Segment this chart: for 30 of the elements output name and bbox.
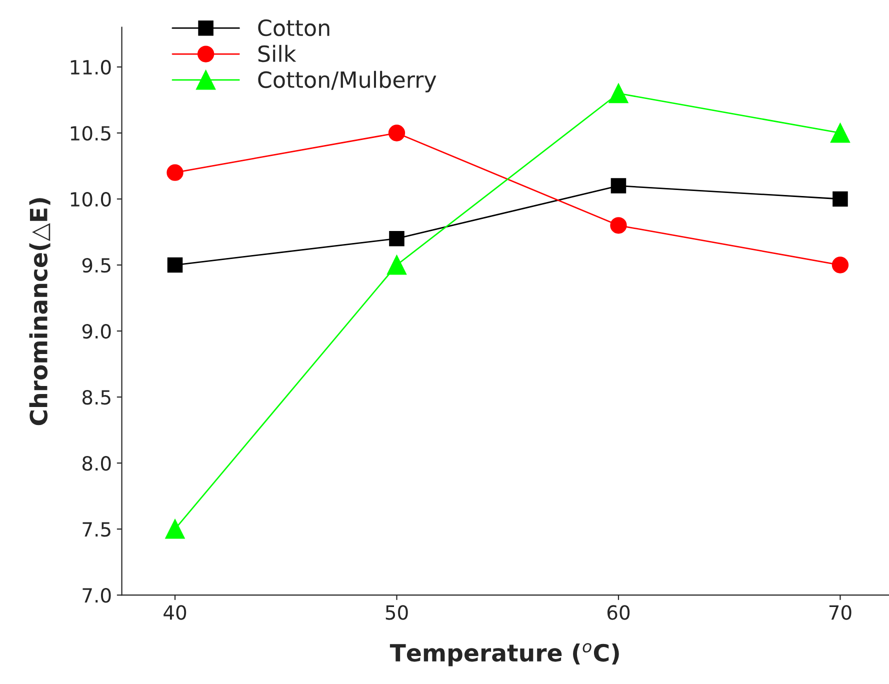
y-tick-label: 8.0 xyxy=(82,456,111,471)
legend-label: Silk xyxy=(258,44,296,62)
y-tick-label: 9.5 xyxy=(82,258,110,273)
y-tick-label: 7.0 xyxy=(82,588,111,603)
point xyxy=(389,230,404,246)
point xyxy=(610,217,627,234)
legend-label: Cotton xyxy=(258,19,330,36)
y-tick-label: 7.5 xyxy=(82,522,110,537)
x-tick-label: 60 xyxy=(607,605,630,620)
point xyxy=(165,519,185,539)
y-tick-label: 10.0 xyxy=(70,192,111,207)
point xyxy=(387,255,406,275)
y-tick-label: 8.5 xyxy=(82,390,110,405)
point xyxy=(166,164,184,181)
point xyxy=(610,178,626,194)
point xyxy=(830,123,850,143)
point xyxy=(832,191,848,207)
y-tick-label: 11.0 xyxy=(70,60,111,75)
x-tick-label: 50 xyxy=(386,605,408,620)
x-axis-title: Temperature ($^{o}$C) xyxy=(390,643,619,666)
x-tick-label: 70 xyxy=(829,605,852,620)
y-axis-title: Chrominance(△E) xyxy=(29,198,50,426)
y-tick-label: 9.0 xyxy=(82,324,111,339)
point xyxy=(167,257,183,273)
point xyxy=(608,84,628,104)
x-tick-label: 40 xyxy=(164,605,186,620)
point xyxy=(832,256,849,274)
legend-label: Cotton/Mulberry xyxy=(258,70,436,92)
y-tick-label: 10.5 xyxy=(70,126,110,141)
point xyxy=(388,124,406,142)
